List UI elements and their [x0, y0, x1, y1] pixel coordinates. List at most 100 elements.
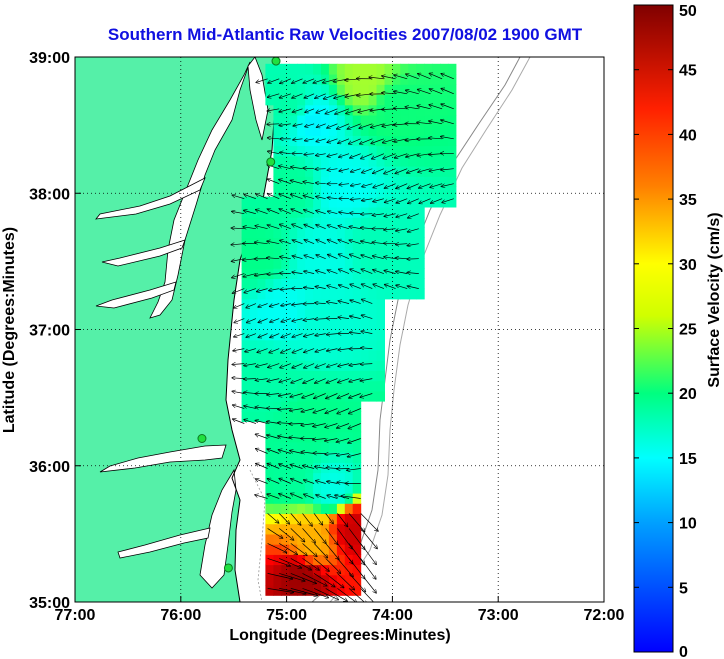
velocity-vector: [350, 153, 361, 158]
velocity-cell: [328, 554, 338, 566]
velocity-vector: [302, 513, 313, 526]
velocity-cell: [400, 237, 409, 249]
velocity-cell: [400, 94, 409, 106]
velocity-cell: [241, 278, 251, 290]
velocity-cell: [321, 411, 330, 422]
velocity-vector: [313, 423, 326, 427]
velocity-cell: [281, 472, 290, 484]
velocity-cell: [360, 329, 370, 341]
velocity-cell: [273, 166, 282, 177]
velocity-cell: [313, 319, 322, 331]
colorbar-tick-label: 0: [679, 644, 688, 659]
velocity-cell: [313, 63, 322, 75]
velocity-vector: [267, 225, 280, 230]
velocity-vector: [316, 271, 326, 274]
velocity-cell: [328, 482, 338, 494]
velocity-cell: [368, 329, 378, 341]
x-axis-ticks: 77:00 76:00 75:00 74:00 73:00 72:00: [55, 596, 625, 624]
velocity-vector: [441, 74, 454, 80]
velocity-cell: [281, 186, 290, 198]
velocity-cell: [432, 176, 441, 187]
velocity-vector: [304, 288, 315, 289]
velocity-cell: [265, 503, 274, 514]
velocity-cell: [344, 533, 354, 545]
velocity-vector: [339, 153, 350, 158]
velocity-cell: [352, 544, 362, 555]
velocity-cell: [368, 186, 378, 198]
velocity-cell: [352, 523, 362, 535]
velocity-cell: [368, 145, 378, 157]
velocity-cell: [289, 135, 298, 147]
velocity-vector: [350, 254, 361, 260]
velocity-cell: [336, 155, 346, 167]
velocity-cell: [305, 554, 314, 566]
velocity-cell: [432, 63, 441, 75]
velocity-cell: [281, 349, 290, 361]
velocity-cell: [313, 166, 322, 177]
velocity-cell: [273, 84, 282, 95]
velocity-cell: [297, 258, 306, 269]
velocity-cell: [305, 268, 314, 279]
velocity-cell: [249, 258, 259, 269]
velocity-cell: [273, 227, 282, 239]
velocity-cell: [360, 94, 370, 106]
velocity-cell: [305, 574, 314, 586]
velocity-cell: [384, 268, 393, 279]
velocity-vector: [349, 378, 361, 382]
velocity-cell: [392, 237, 401, 249]
velocity-cell: [281, 431, 290, 443]
velocity-cell: [289, 370, 298, 382]
velocity-cell: [273, 349, 282, 361]
velocity-cell: [376, 370, 385, 382]
velocity-cell: [289, 452, 298, 463]
velocity-cell: [289, 278, 298, 290]
velocity-cell: [376, 227, 385, 239]
colorbar-label: Surface Velocity (cm/s): [706, 212, 723, 387]
velocity-cell: [281, 523, 290, 535]
velocity-cell: [392, 84, 401, 95]
velocity-cell: [400, 166, 409, 177]
velocity-vector: [406, 90, 419, 95]
velocity-cell: [360, 217, 370, 228]
velocity-vector: [347, 123, 361, 129]
velocity-cell: [416, 278, 425, 290]
velocity-vector: [313, 588, 338, 599]
velocity-vector: [279, 124, 291, 126]
velocity-cell: [249, 206, 259, 218]
velocity-cell: [281, 155, 290, 167]
velocity-cell: [321, 574, 330, 586]
velocity-vector: [316, 197, 326, 199]
velocity-cell: [360, 278, 370, 290]
velocity-cell: [273, 421, 282, 433]
velocity-vector: [245, 348, 256, 352]
velocity-cell: [344, 104, 354, 116]
velocity-cell: [305, 462, 314, 474]
plot-title: Southern Mid-Atlantic Raw Velocities 200…: [108, 25, 583, 44]
velocity-cell: [328, 94, 338, 106]
velocity-cell: [297, 421, 306, 433]
velocity-cell: [344, 84, 354, 95]
velocity-cell: [313, 482, 322, 494]
velocity-cell: [336, 237, 346, 249]
velocity-cell: [344, 298, 354, 310]
velocity-cell: [297, 390, 306, 402]
velocity-vector: [441, 104, 454, 110]
colorbar-tick-label: 45: [679, 63, 697, 80]
velocity-vector: [336, 438, 350, 443]
velocity-cell: [384, 63, 393, 75]
velocity-cell: [265, 227, 274, 239]
velocity-cell: [400, 288, 409, 300]
velocity-vector: [396, 198, 408, 203]
velocity-cell: [305, 370, 314, 382]
velocity-cell: [368, 217, 378, 228]
velocity-cell: [376, 268, 385, 279]
velocity-cell: [313, 217, 322, 228]
velocity-cell: [313, 533, 322, 545]
velocity-cell: [352, 482, 362, 494]
velocity-vector: [289, 424, 303, 425]
velocity-cell: [352, 217, 362, 228]
velocity-cell: [281, 533, 290, 545]
bay-tributary-1: [95, 177, 206, 220]
velocity-cell: [321, 339, 330, 351]
velocity-vector: [314, 393, 326, 399]
